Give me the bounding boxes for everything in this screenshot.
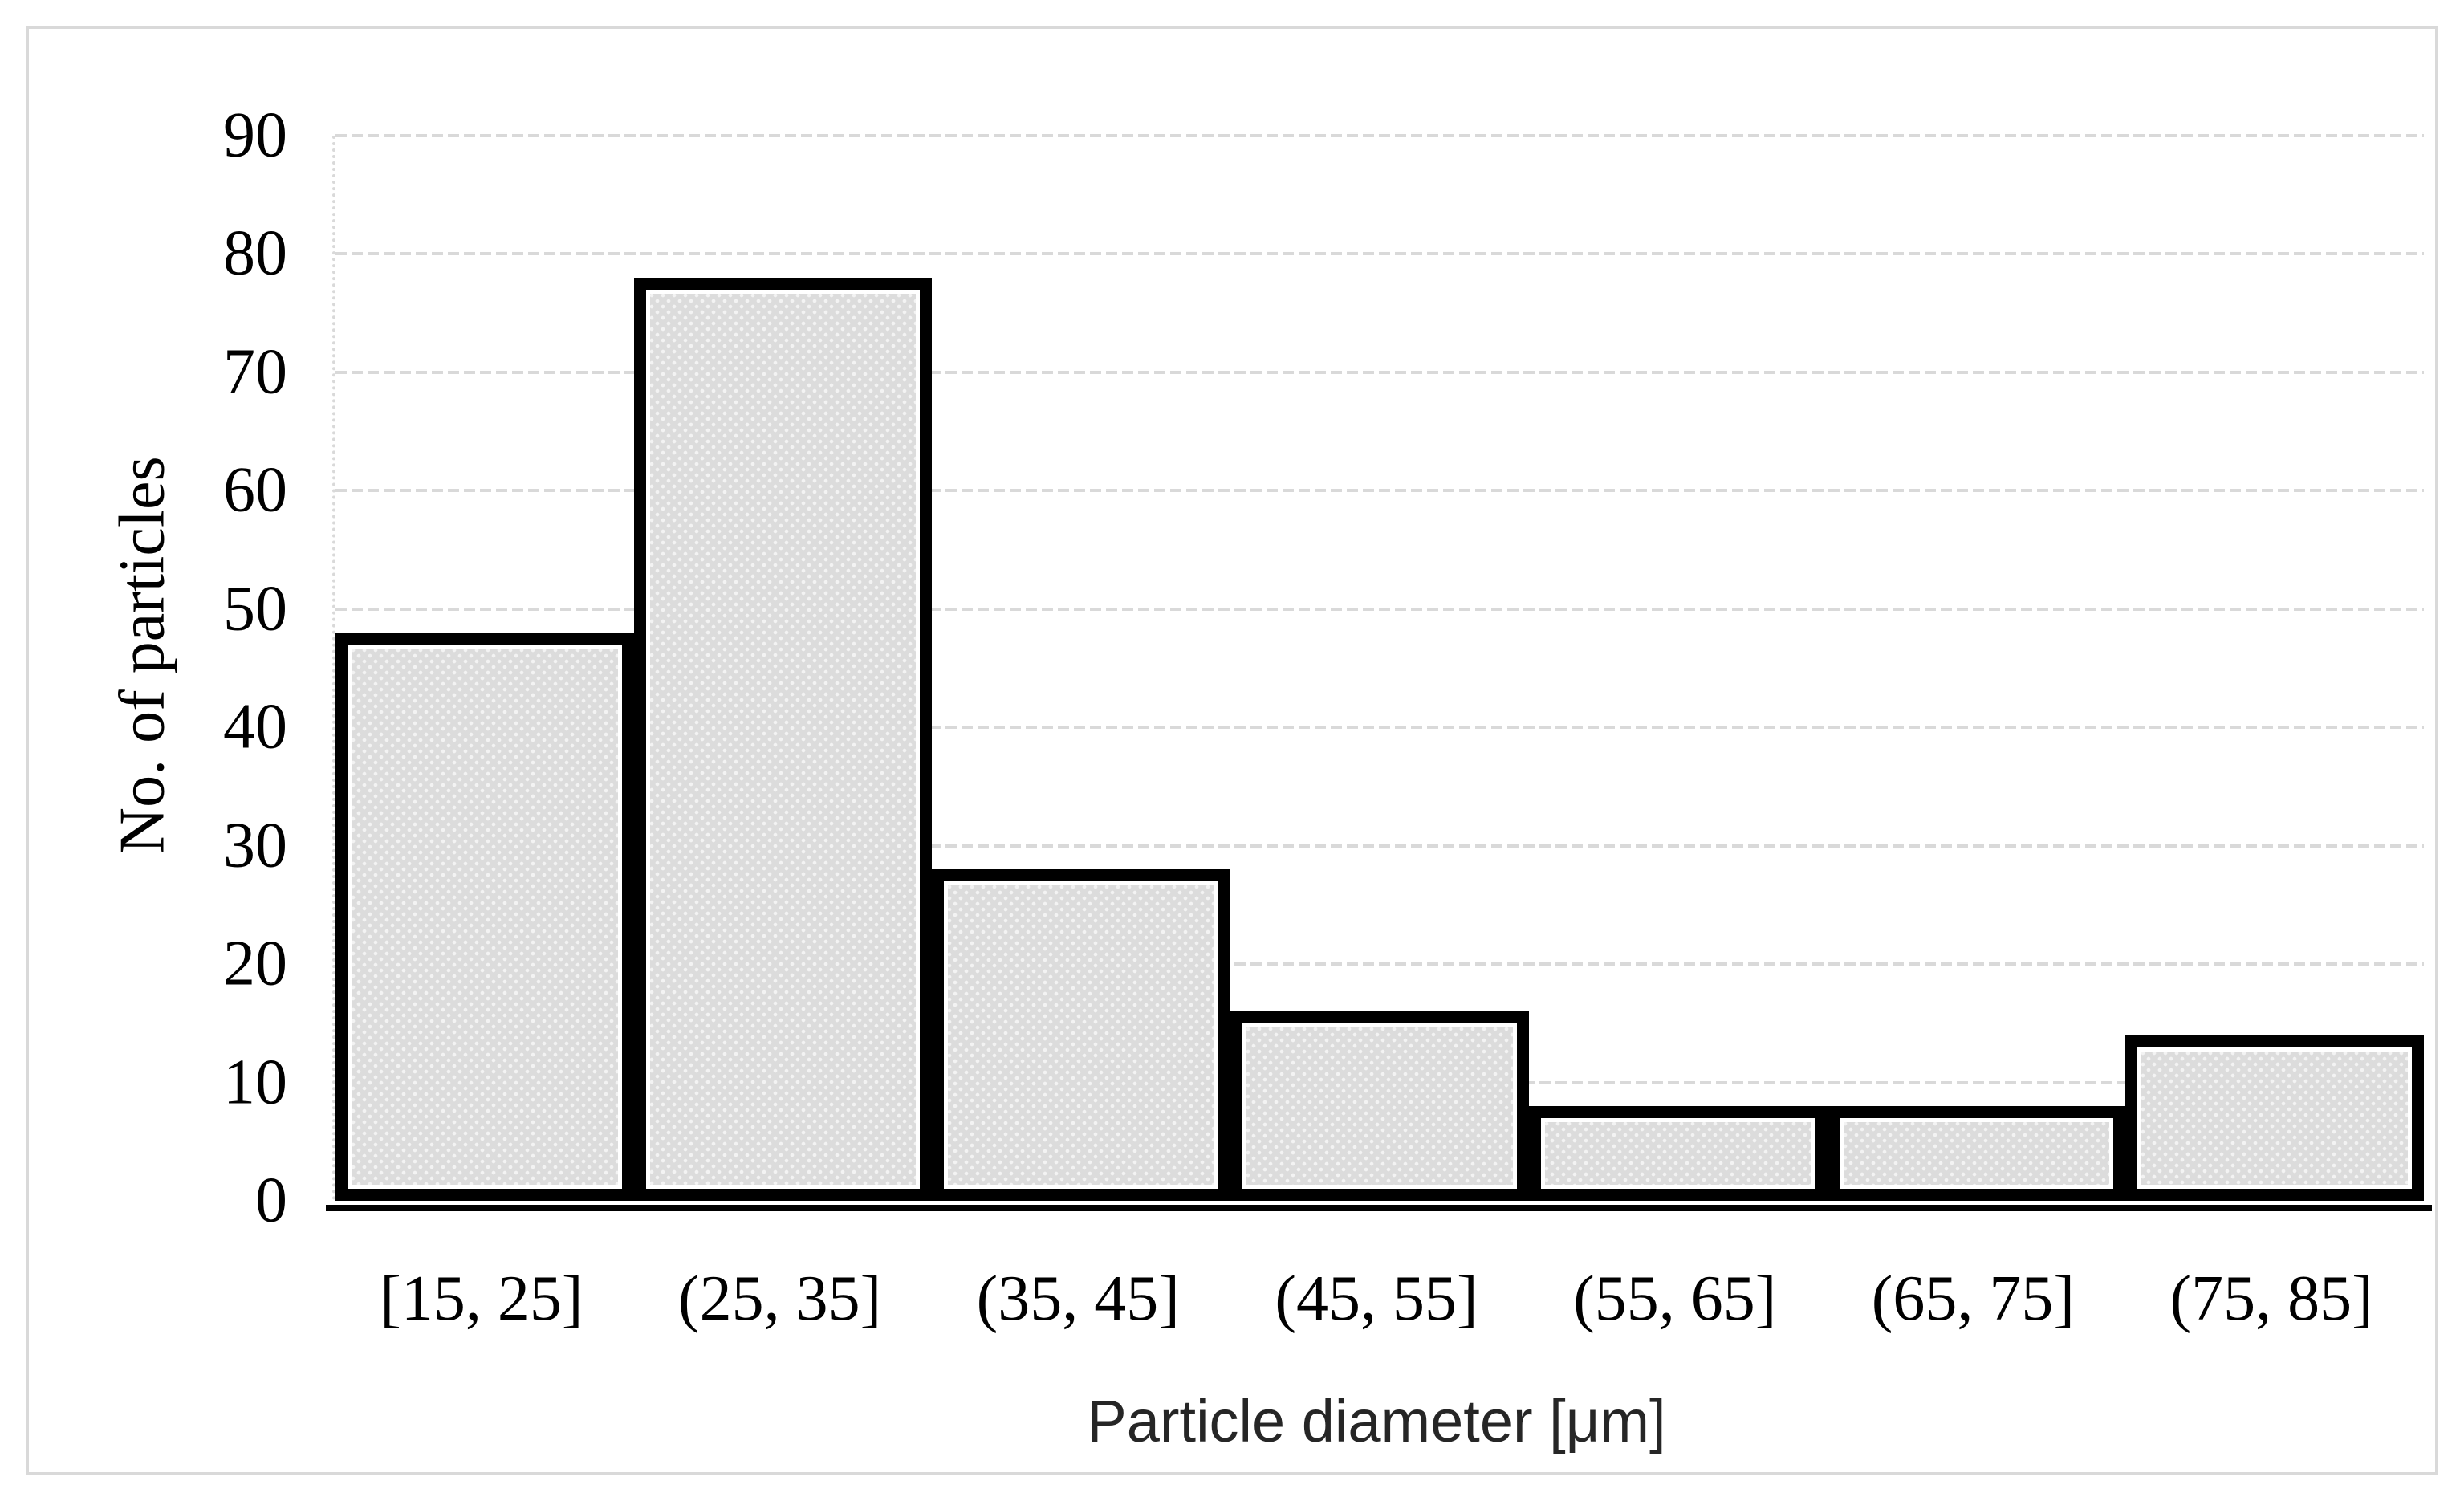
gridline-y-30 [335, 844, 2424, 848]
x-axis-line [326, 1205, 2432, 1211]
gridline-y-40 [335, 726, 2424, 730]
y-tick-label-40: 40 [223, 691, 287, 763]
bar-(65, 75] [1827, 1106, 2126, 1201]
x-tick-label-0: [15, 25] [380, 1263, 583, 1334]
x-tick-label-6: (75, 85] [2169, 1263, 2373, 1334]
plot-area [326, 134, 2432, 1211]
x-tick-label-3: (45, 55] [1275, 1263, 1478, 1334]
gridline-y-20 [335, 962, 2424, 966]
bar-(75, 85] [2125, 1035, 2424, 1201]
x-tick-label-5: (65, 75] [1871, 1263, 2076, 1334]
x-axis-title: Particle diameter [μm] [1087, 1388, 1666, 1454]
bar-(45, 55] [1230, 1011, 1529, 1201]
y-tick-label-90: 90 [223, 100, 287, 171]
bar-[15, 25] [335, 633, 634, 1201]
gridline-y-70 [335, 370, 2424, 374]
bar-(55, 65] [1528, 1106, 1828, 1201]
gridline-y-80 [335, 252, 2424, 256]
bar-(25, 35] [633, 277, 933, 1201]
chart-figure-frame: No. of particles 0 10 20 30 40 50 60 70 80 90 [15… [26, 26, 2438, 1475]
gridline-y-60 [335, 489, 2424, 493]
x-tick-label-2: (35, 45] [976, 1263, 1180, 1334]
y-tick-label-80: 80 [223, 218, 287, 289]
x-tick-label-4: (55, 65] [1573, 1263, 1777, 1334]
y-tick-label-20: 20 [223, 928, 287, 999]
gridline-y-50 [335, 607, 2424, 611]
bar-(35, 45] [932, 869, 1231, 1201]
x-tick-label-1: (25, 35] [677, 1263, 882, 1334]
y-tick-label-70: 70 [223, 336, 287, 408]
y-tick-label-10: 10 [223, 1047, 287, 1118]
y-tick-label-60: 60 [223, 454, 287, 526]
y-tick-label-0: 0 [255, 1165, 287, 1236]
gridline-y-90 [335, 134, 2424, 137]
y-tick-label-30: 30 [223, 810, 287, 881]
y-tick-label-50: 50 [223, 573, 287, 645]
